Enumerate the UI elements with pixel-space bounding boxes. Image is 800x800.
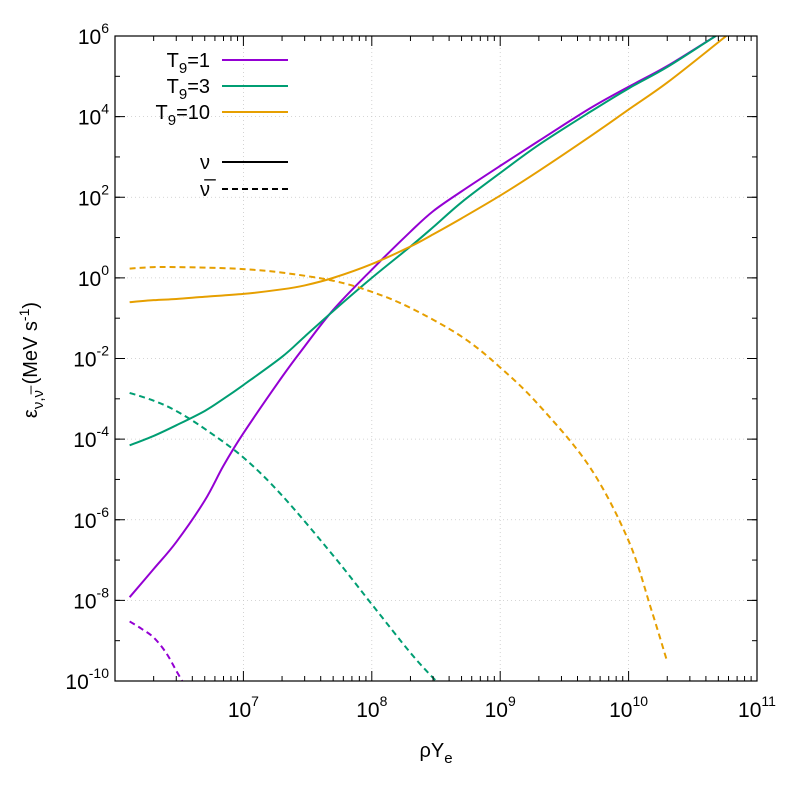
y-tick-label: 10-6 [73, 504, 109, 533]
y-tick-label: 10-4 [73, 423, 109, 452]
legend-label-t9: T9=3 [167, 76, 210, 103]
legend-label-t9: T9=1 [167, 50, 210, 77]
series-line-t9-1-nu [128, 36, 718, 598]
grid [115, 35, 758, 682]
x-tick-label: 108 [356, 693, 387, 722]
legend: T9=1T9=3T9=10 ν ν̅ [156, 50, 288, 201]
x-axis-title: ρYe [419, 740, 452, 767]
series-line-t9-1-nubar [129, 620, 184, 681]
ticks: 107 108 109 1010 1011 10-10 10-8 10-6 10-4 10-2 10… [65, 20, 776, 722]
series-line-t9-10-nu [129, 36, 728, 304]
x-tick-label: 107 [228, 693, 259, 722]
series-line-t9-10-nubar [129, 265, 669, 663]
series-layer [128, 36, 728, 681]
y-tick-label: 106 [78, 20, 109, 49]
y-tick-label: 100 [78, 262, 109, 291]
y-tick-label: 102 [78, 181, 109, 210]
legend-label-neutrino: ν̅ [200, 178, 216, 201]
y-tick-label: 10-10 [65, 665, 109, 694]
x-tick-label: 1010 [609, 693, 648, 722]
y-tick-label: 10-8 [73, 584, 109, 613]
series-line-t9-3-nubar [129, 391, 438, 681]
y-tick-label: 10-2 [73, 343, 109, 372]
x-tick-label: 1011 [738, 693, 776, 722]
legend-label-t9: T9=10 [156, 102, 211, 129]
series-line-t9-3-nu [129, 36, 718, 447]
legend-label-neutrino: ν [200, 152, 210, 174]
y-axis-title: εν,ν̅ (MeV s-1) [16, 302, 47, 418]
y-tick-label: 104 [78, 101, 109, 130]
x-tick-label: 109 [485, 693, 516, 722]
